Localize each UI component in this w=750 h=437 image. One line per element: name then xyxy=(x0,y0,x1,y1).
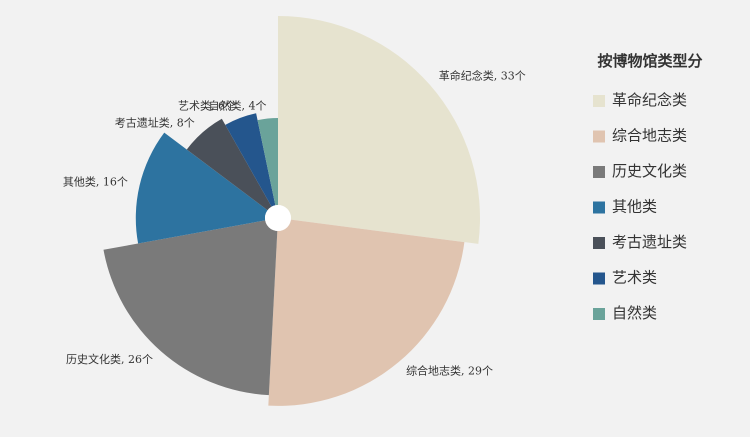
legend-swatch xyxy=(593,201,605,214)
legend-swatch xyxy=(593,166,605,178)
data-label: 考古遗址类, 8个 xyxy=(115,115,195,129)
center-hole xyxy=(265,205,291,231)
slice xyxy=(278,16,480,244)
legend-label: 综合地志类 xyxy=(612,127,687,145)
slice xyxy=(135,132,268,244)
legend-label: 其他类 xyxy=(612,198,657,216)
legend-swatch xyxy=(593,308,605,320)
slice xyxy=(225,113,276,207)
slice xyxy=(257,118,278,206)
legend-swatch xyxy=(593,237,605,249)
legend-title: 按博物馆类型分 xyxy=(597,52,702,70)
legend-label: 艺术类 xyxy=(612,269,657,287)
legend-swatch xyxy=(593,272,605,285)
data-label: 自然类, 4个 xyxy=(208,99,266,113)
data-label: 艺术类, 6个 xyxy=(178,99,236,113)
data-label: 历史文化类, 26个 xyxy=(66,352,153,366)
legend-label: 革命纪念类 xyxy=(612,91,687,109)
data-label: 革命纪念类, 33个 xyxy=(439,69,526,83)
legend-label: 考古遗址类 xyxy=(612,233,687,251)
legend-label: 历史文化类 xyxy=(612,162,687,180)
data-label: 其他类, 16个 xyxy=(63,175,128,189)
data-label: 综合地志类, 29个 xyxy=(406,364,493,378)
slice xyxy=(103,220,278,396)
slice xyxy=(268,219,465,406)
legend-swatch xyxy=(593,95,605,107)
legend-swatch xyxy=(593,130,605,143)
slice xyxy=(186,118,272,211)
legend-label: 自然类 xyxy=(612,304,657,322)
